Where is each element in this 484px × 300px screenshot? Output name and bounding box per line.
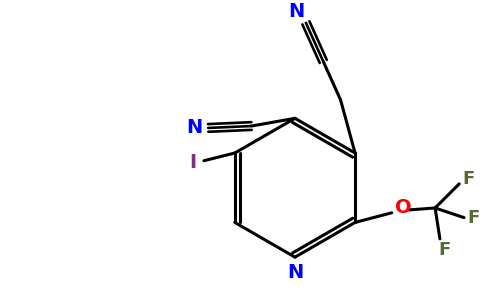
Text: I: I (189, 153, 196, 172)
Text: F: F (439, 242, 451, 260)
Text: F: F (463, 170, 475, 188)
Text: N: N (186, 118, 203, 137)
Text: N: N (287, 263, 303, 282)
Text: F: F (468, 208, 480, 226)
Text: N: N (288, 2, 304, 21)
Text: O: O (395, 199, 411, 218)
